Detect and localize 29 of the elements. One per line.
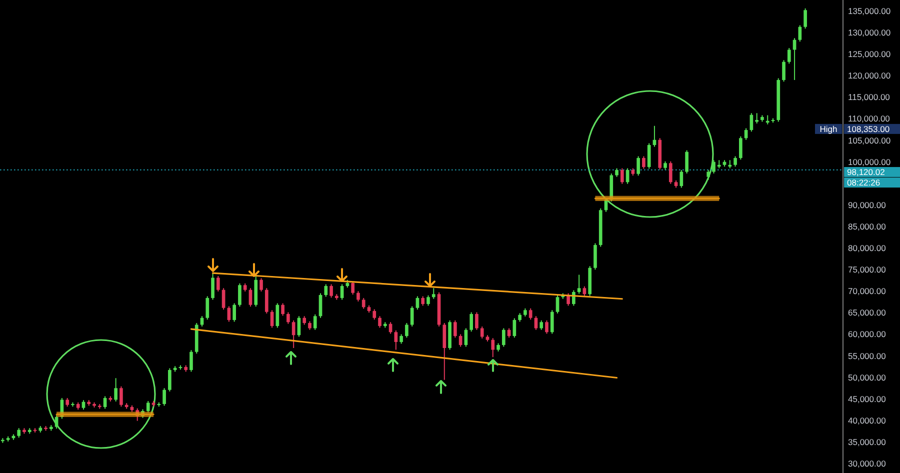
y-tick-label: 70,000.00 bbox=[848, 286, 886, 296]
text: High bbox=[820, 124, 838, 134]
y-tick-label: 40,000.00 bbox=[848, 415, 886, 426]
y-tick-label: 115,000.00 bbox=[848, 92, 890, 102]
y-tick-label: 130,000.00 bbox=[848, 28, 891, 38]
y-tick-label: 55,000.00 bbox=[848, 350, 886, 361]
y-tick-label: 100,000.00 bbox=[848, 156, 891, 167]
y-tick-label: 75,000.00 bbox=[848, 264, 886, 275]
y-tick-label: 105,000.00 bbox=[848, 135, 891, 146]
y-tick-label: 45,000.00 bbox=[848, 394, 886, 404]
candlestick bbox=[44, 426, 48, 431]
y-tick-label: 90,000.00 bbox=[848, 200, 886, 210]
y-tick-label: 125,000.00 bbox=[848, 49, 891, 60]
candlestick bbox=[38, 426, 42, 432]
y-tick-label: 30,000.00 bbox=[848, 458, 886, 469]
y-tick-label: 85,000.00 bbox=[848, 221, 886, 232]
y-tick-label: 35,000.00 bbox=[848, 436, 886, 447]
candlestick bbox=[755, 113, 758, 124]
y-tick-label: 135,000.00 bbox=[848, 6, 891, 16]
y-tick-label: 120,000.00 bbox=[848, 70, 891, 81]
text: 08:22:26 bbox=[847, 178, 880, 188]
ref-line-label: 98,120.02 bbox=[847, 167, 886, 178]
y-tick-label: 65,000.00 bbox=[848, 308, 886, 318]
candlestick bbox=[92, 402, 96, 408]
text: 108,353.00 bbox=[847, 124, 890, 134]
y-tick-label: 110,000.00 bbox=[848, 114, 890, 124]
y-tick-label: 60,000.00 bbox=[848, 329, 886, 340]
y-tick-label: 80,000.00 bbox=[848, 243, 886, 254]
y-tick-label: 50,000.00 bbox=[848, 372, 886, 382]
